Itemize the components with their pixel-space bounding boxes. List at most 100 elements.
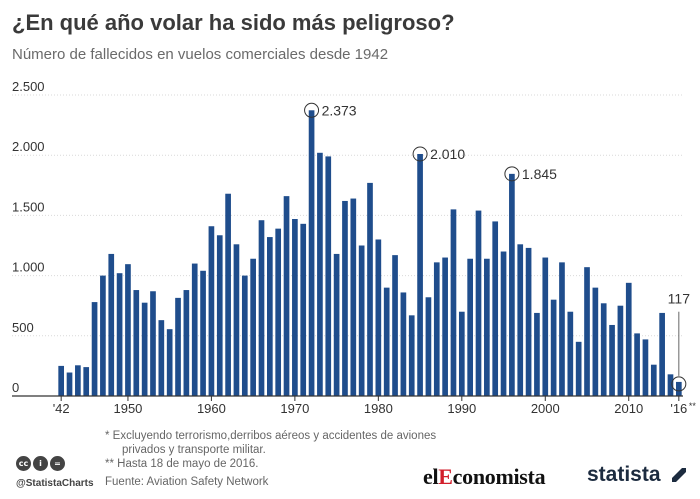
logo-text-highlight: E	[438, 464, 453, 489]
bar-1960	[208, 226, 215, 396]
bar-1989	[450, 209, 457, 396]
annotation-label: 1.845	[522, 166, 557, 182]
annotation-label: 2.010	[430, 146, 465, 162]
bar-1955	[166, 329, 173, 396]
highlight-circle	[671, 376, 687, 392]
x-tick-label: 1980	[364, 401, 393, 416]
bar-1976	[342, 200, 348, 396]
bar-1984	[408, 315, 415, 396]
bar-1951	[133, 290, 140, 396]
annotation-label: 2.373	[322, 102, 357, 118]
bar-1985	[417, 153, 423, 396]
bar-1964	[241, 275, 248, 396]
bar-2014	[659, 312, 665, 396]
bar-1950	[125, 264, 131, 396]
statista-handle[interactable]: @StatistaCharts	[16, 478, 94, 489]
bar-1947	[100, 275, 106, 396]
bar-1963	[233, 244, 240, 396]
bar-2010	[625, 282, 632, 396]
bar-1966	[258, 220, 265, 396]
bar-1968	[275, 228, 282, 396]
bar-1945	[83, 367, 90, 396]
bar-2013	[650, 364, 657, 396]
chart-title: ¿En qué año volar ha sido más peligroso?	[12, 10, 455, 35]
bar-2011	[634, 333, 640, 396]
attribution-icon[interactable]: i	[33, 456, 48, 471]
bar-2015	[667, 374, 674, 396]
chart-subtitle: Número de fallecidos en vuelos comercial…	[12, 46, 389, 63]
bar-1980	[375, 239, 382, 396]
bar-1957	[183, 290, 190, 396]
bar-2016	[675, 381, 682, 396]
y-tick-label: 2.500	[12, 79, 45, 94]
bar-1967	[267, 237, 273, 396]
annotation-label: 117	[668, 291, 691, 307]
bar-2005	[584, 267, 590, 396]
logo-text-suffix: conomista	[452, 464, 546, 489]
x-tick-label: 1950	[113, 401, 142, 416]
x-tick-label: 1990	[447, 401, 476, 416]
no-derivatives-icon[interactable]: =	[50, 456, 65, 471]
bar-1981	[383, 287, 390, 396]
bar-1942	[58, 365, 65, 396]
bar-1993	[484, 258, 490, 396]
footnote-date: ** Hasta 18 de mayo de 2016.	[105, 458, 259, 470]
y-tick-label: 1.500	[12, 199, 45, 214]
y-axis-ticks: 0 500 1.000 1.500 2.000 2.500	[12, 79, 45, 395]
bar-2006	[592, 287, 599, 396]
statista-arrow-icon	[672, 468, 686, 482]
y-tick-label: 0	[12, 380, 19, 395]
bar-1973	[317, 152, 323, 396]
bar-1987	[433, 262, 440, 396]
bar-1992	[475, 210, 482, 396]
bar-1988	[442, 257, 448, 396]
bar-2003	[567, 311, 574, 396]
footnote-exclusions: * Excluyendo terrorismo,derribos aéreos …	[105, 430, 437, 456]
highlight-circle	[412, 146, 428, 162]
bar-1978	[358, 245, 365, 396]
bar-1969	[283, 196, 290, 396]
bar-1962	[225, 193, 231, 396]
bar-1997	[517, 244, 524, 396]
bar-1953	[150, 291, 156, 396]
license-icons: cc i =	[16, 456, 65, 471]
bar-1954	[158, 320, 165, 396]
x-tick-label: 1970	[280, 401, 309, 416]
bar-2000	[542, 257, 549, 396]
bar-1974	[325, 156, 332, 396]
bar-2004	[575, 341, 582, 396]
bar-1971	[300, 223, 307, 396]
bars	[58, 110, 682, 396]
annotations: 2.373 2.010 1.845 117	[304, 102, 691, 392]
bar-1965	[250, 258, 256, 396]
y-tick-label: 1.000	[12, 260, 45, 275]
bar-1948	[108, 253, 115, 396]
bar-1998	[525, 247, 532, 396]
bar-1977	[350, 198, 357, 396]
statista-logo[interactable]: statista	[587, 463, 661, 486]
bar-1956	[175, 297, 181, 396]
x-tick-label: 1960	[197, 401, 226, 416]
creative-commons-icon[interactable]: cc	[16, 456, 31, 471]
bar-1961	[216, 235, 223, 396]
bar-1990	[458, 311, 465, 396]
x-tick-label: 2010	[614, 401, 643, 416]
bar-1959	[200, 270, 206, 396]
eleconomista-logo[interactable]: elEconomista	[423, 464, 546, 490]
source-note: Fuente: Aviation Safety Network	[105, 476, 269, 488]
x-tick-footnote-marker: **	[689, 401, 697, 411]
bar-1996	[509, 173, 515, 396]
footnotes: * Excluyendo terrorismo,derribos aéreos …	[105, 429, 442, 471]
bar-1991	[467, 258, 473, 396]
x-tick-label: '42	[53, 401, 70, 416]
bar-1983	[400, 292, 407, 396]
bar-1975	[333, 253, 340, 396]
bar-1999	[534, 312, 540, 396]
bar-1995	[500, 251, 507, 396]
logo-text-prefix: el	[423, 464, 439, 489]
bar-1944	[75, 365, 81, 396]
bar-2008	[609, 324, 615, 396]
bar-1943	[66, 372, 73, 396]
y-tick-label: 2.000	[12, 139, 45, 154]
bar-1994	[492, 221, 499, 396]
